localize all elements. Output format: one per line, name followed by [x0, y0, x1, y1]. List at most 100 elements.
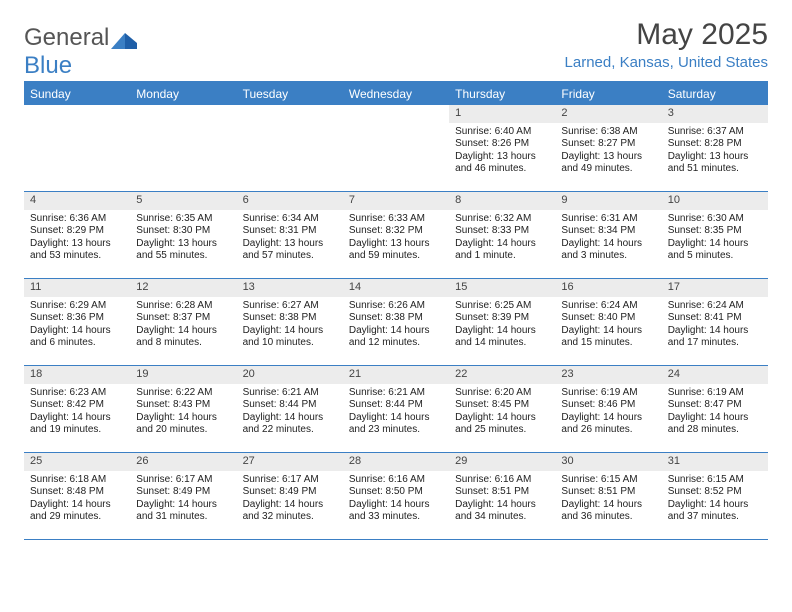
day-body: Sunrise: 6:30 AMSunset: 8:35 PMDaylight:… — [662, 212, 768, 267]
day-cell: 15Sunrise: 6:25 AMSunset: 8:39 PMDayligh… — [449, 279, 555, 365]
day-number: 12 — [130, 279, 236, 297]
daylight-text-2: and 8 minutes. — [136, 337, 230, 350]
day-cell: 16Sunrise: 6:24 AMSunset: 8:40 PMDayligh… — [555, 279, 661, 365]
daylight-text-2: and 31 minutes. — [136, 511, 230, 524]
daylight-text-1: Daylight: 14 hours — [349, 412, 443, 425]
sunset-text: Sunset: 8:38 PM — [243, 312, 337, 325]
sunset-text: Sunset: 8:41 PM — [668, 312, 762, 325]
sunrise-text: Sunrise: 6:23 AM — [30, 387, 124, 400]
daylight-text-1: Daylight: 13 hours — [561, 151, 655, 164]
sunset-text: Sunset: 8:37 PM — [136, 312, 230, 325]
day-number: 8 — [449, 192, 555, 210]
daylight-text-2: and 32 minutes. — [243, 511, 337, 524]
week-row: 25Sunrise: 6:18 AMSunset: 8:48 PMDayligh… — [24, 453, 768, 540]
day-head-tuesday: Tuesday — [237, 83, 343, 105]
daylight-text-2: and 5 minutes. — [668, 250, 762, 263]
day-body: Sunrise: 6:35 AMSunset: 8:30 PMDaylight:… — [130, 212, 236, 267]
day-number: 19 — [130, 366, 236, 384]
day-cell — [130, 105, 236, 191]
day-body: Sunrise: 6:16 AMSunset: 8:51 PMDaylight:… — [449, 473, 555, 528]
daylight-text-2: and 20 minutes. — [136, 424, 230, 437]
daylight-text-2: and 28 minutes. — [668, 424, 762, 437]
day-number: 11 — [24, 279, 130, 297]
day-number: 29 — [449, 453, 555, 471]
day-body: Sunrise: 6:21 AMSunset: 8:44 PMDaylight:… — [237, 386, 343, 441]
day-number: 30 — [555, 453, 661, 471]
day-cell — [24, 105, 130, 191]
sunrise-text: Sunrise: 6:17 AM — [136, 474, 230, 487]
day-head-monday: Monday — [130, 83, 236, 105]
day-cell: 3Sunrise: 6:37 AMSunset: 8:28 PMDaylight… — [662, 105, 768, 191]
daylight-text-1: Daylight: 13 hours — [136, 238, 230, 251]
sunrise-text: Sunrise: 6:15 AM — [668, 474, 762, 487]
logo: General — [24, 18, 137, 52]
day-cell: 24Sunrise: 6:19 AMSunset: 8:47 PMDayligh… — [662, 366, 768, 452]
day-body: Sunrise: 6:37 AMSunset: 8:28 PMDaylight:… — [662, 125, 768, 180]
daylight-text-2: and 46 minutes. — [455, 163, 549, 176]
sunset-text: Sunset: 8:33 PM — [455, 225, 549, 238]
sunset-text: Sunset: 8:51 PM — [455, 486, 549, 499]
day-cell: 9Sunrise: 6:31 AMSunset: 8:34 PMDaylight… — [555, 192, 661, 278]
day-body: Sunrise: 6:40 AMSunset: 8:26 PMDaylight:… — [449, 125, 555, 180]
day-cell: 19Sunrise: 6:22 AMSunset: 8:43 PMDayligh… — [130, 366, 236, 452]
sunrise-text: Sunrise: 6:15 AM — [561, 474, 655, 487]
day-head-sunday: Sunday — [24, 83, 130, 105]
day-number: 7 — [343, 192, 449, 210]
sunrise-text: Sunrise: 6:32 AM — [455, 213, 549, 226]
daylight-text-2: and 49 minutes. — [561, 163, 655, 176]
day-cell: 6Sunrise: 6:34 AMSunset: 8:31 PMDaylight… — [237, 192, 343, 278]
sunrise-text: Sunrise: 6:21 AM — [243, 387, 337, 400]
daylight-text-1: Daylight: 14 hours — [561, 325, 655, 338]
daylight-text-1: Daylight: 14 hours — [455, 325, 549, 338]
daylight-text-2: and 12 minutes. — [349, 337, 443, 350]
daylight-text-1: Daylight: 14 hours — [30, 499, 124, 512]
sunrise-text: Sunrise: 6:31 AM — [561, 213, 655, 226]
day-cell: 28Sunrise: 6:16 AMSunset: 8:50 PMDayligh… — [343, 453, 449, 539]
day-cell: 17Sunrise: 6:24 AMSunset: 8:41 PMDayligh… — [662, 279, 768, 365]
day-body: Sunrise: 6:33 AMSunset: 8:32 PMDaylight:… — [343, 212, 449, 267]
day-number: 25 — [24, 453, 130, 471]
daylight-text-2: and 15 minutes. — [561, 337, 655, 350]
title-block: May 2025 Larned, Kansas, United States — [565, 18, 768, 71]
sunrise-text: Sunrise: 6:34 AM — [243, 213, 337, 226]
week-row: 11Sunrise: 6:29 AMSunset: 8:36 PMDayligh… — [24, 279, 768, 366]
daylight-text-1: Daylight: 14 hours — [668, 325, 762, 338]
day-body: Sunrise: 6:25 AMSunset: 8:39 PMDaylight:… — [449, 299, 555, 354]
sunrise-text: Sunrise: 6:16 AM — [349, 474, 443, 487]
day-body: Sunrise: 6:15 AMSunset: 8:52 PMDaylight:… — [662, 473, 768, 528]
day-number: 21 — [343, 366, 449, 384]
day-number: 22 — [449, 366, 555, 384]
week-row: 1 Sunrise: 6:40 AMSunset: 8:26 PMDaylight… — [24, 105, 768, 192]
day-cell: 25Sunrise: 6:18 AMSunset: 8:48 PMDayligh… — [24, 453, 130, 539]
daylight-text-1: Daylight: 14 hours — [349, 499, 443, 512]
day-number: 27 — [237, 453, 343, 471]
sunrise-text: Sunrise: 6:17 AM — [243, 474, 337, 487]
sunset-text: Sunset: 8:28 PM — [668, 138, 762, 151]
day-number: 26 — [130, 453, 236, 471]
daylight-text-2: and 51 minutes. — [668, 163, 762, 176]
logo-text2: Blue — [24, 52, 72, 80]
day-cell: 2Sunrise: 6:38 AMSunset: 8:27 PMDaylight… — [555, 105, 661, 191]
day-body: Sunrise: 6:21 AMSunset: 8:44 PMDaylight:… — [343, 386, 449, 441]
sunset-text: Sunset: 8:38 PM — [349, 312, 443, 325]
sunrise-text: Sunrise: 6:18 AM — [30, 474, 124, 487]
sunrise-text: Sunrise: 6:35 AM — [136, 213, 230, 226]
day-cell: 11Sunrise: 6:29 AMSunset: 8:36 PMDayligh… — [24, 279, 130, 365]
day-cell: 10Sunrise: 6:30 AMSunset: 8:35 PMDayligh… — [662, 192, 768, 278]
sunrise-text: Sunrise: 6:24 AM — [668, 300, 762, 313]
day-number: 20 — [237, 366, 343, 384]
daylight-text-1: Daylight: 14 hours — [561, 412, 655, 425]
day-number: 1 — [449, 105, 555, 123]
sunrise-text: Sunrise: 6:16 AM — [455, 474, 549, 487]
day-number: 28 — [343, 453, 449, 471]
day-cell: 22Sunrise: 6:20 AMSunset: 8:45 PMDayligh… — [449, 366, 555, 452]
daylight-text-1: Daylight: 13 hours — [455, 151, 549, 164]
day-body: Sunrise: 6:38 AMSunset: 8:27 PMDaylight:… — [555, 125, 661, 180]
daylight-text-2: and 1 minute. — [455, 250, 549, 263]
sunset-text: Sunset: 8:26 PM — [455, 138, 549, 151]
day-body: Sunrise: 6:34 AMSunset: 8:31 PMDaylight:… — [237, 212, 343, 267]
day-cell: 18Sunrise: 6:23 AMSunset: 8:42 PMDayligh… — [24, 366, 130, 452]
sunrise-text: Sunrise: 6:26 AM — [349, 300, 443, 313]
sunset-text: Sunset: 8:44 PM — [349, 399, 443, 412]
day-body: Sunrise: 6:15 AMSunset: 8:51 PMDaylight:… — [555, 473, 661, 528]
